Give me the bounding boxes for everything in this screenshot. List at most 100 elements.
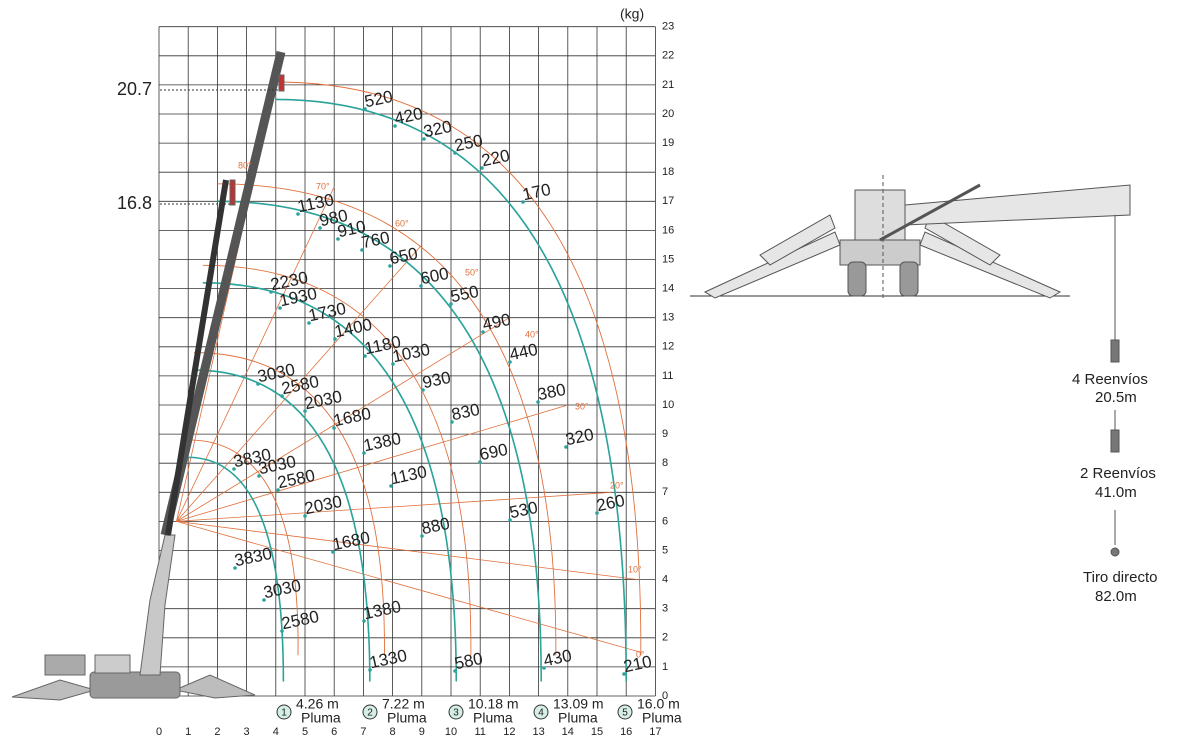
- envelope: [217, 183, 557, 656]
- load-point: [362, 619, 366, 623]
- y-tick-label: 7: [662, 486, 668, 498]
- y-tick-label: 4: [662, 574, 668, 586]
- load-point: [595, 511, 599, 515]
- load-point: [388, 264, 392, 268]
- load-label: 420: [393, 104, 425, 128]
- load-point: [449, 302, 453, 306]
- x-tick-label: 17: [649, 726, 661, 738]
- load-label: 1330: [368, 646, 409, 672]
- labels: 0 1 2 3 4 5 6 7 8 9 10 11 12 13 14 15 16 1701234567891011…: [156, 21, 682, 738]
- load-point: [478, 460, 482, 464]
- y-tick-label: 15: [662, 253, 674, 265]
- load-label: 320: [564, 425, 596, 449]
- boom-label: Pluma: [473, 710, 513, 726]
- y-tick-label: 12: [662, 341, 674, 353]
- boom-length: 13.09 m: [553, 696, 604, 712]
- y-tick-label: 21: [662, 79, 674, 91]
- x-tick-label: 8: [390, 726, 396, 738]
- load-point: [564, 445, 568, 449]
- x-tick-label: 13: [532, 726, 544, 738]
- load-point: [391, 362, 395, 366]
- load-label: 830: [450, 400, 482, 424]
- boom-arc: [194, 369, 371, 682]
- load-point: [280, 629, 284, 633]
- load-point: [421, 388, 425, 392]
- boom-length: 4.26 m: [296, 696, 339, 712]
- envelope: [188, 439, 299, 656]
- boom-label: Pluma: [558, 710, 598, 726]
- load-point: [307, 321, 311, 325]
- y-tick-label: 0: [662, 690, 668, 702]
- boom-number-circle: [276, 704, 292, 720]
- load-point: [362, 451, 366, 455]
- x-tick-label: 4: [273, 726, 279, 738]
- load-label: 260: [595, 491, 627, 515]
- y-tick-label: 5: [662, 544, 668, 556]
- hook-name: 2 Reenvíos: [1080, 465, 1156, 482]
- boom-number: 5: [622, 708, 628, 719]
- load-point: [393, 124, 397, 128]
- y-tick-label: 19: [662, 137, 674, 149]
- load-point: [363, 107, 367, 111]
- load-label: 170: [521, 180, 553, 204]
- x-tick-label: 2: [214, 726, 220, 738]
- angle-line: [176, 186, 335, 522]
- boom-number: 4: [538, 708, 544, 719]
- unit-label: (kg): [620, 6, 644, 22]
- x-tick-label: 0: [156, 726, 162, 738]
- load-point: [481, 330, 485, 334]
- load-label: 2030: [303, 492, 344, 518]
- load-label: 690: [478, 440, 510, 464]
- x-tick-label: 1: [185, 726, 191, 738]
- load-label: 1380: [362, 429, 403, 455]
- y-tick-label: 22: [662, 50, 674, 62]
- load-point: [368, 668, 372, 672]
- boom-number: 2: [367, 708, 373, 719]
- hook-value: 20.5m: [1095, 389, 1137, 406]
- load-label: 380: [536, 380, 568, 404]
- x-tick-label: 14: [562, 726, 574, 738]
- angle-label: 70°: [316, 181, 330, 191]
- angle-label: 60°: [395, 218, 409, 228]
- y-tick-label: 1: [662, 661, 668, 673]
- curves: [176, 81, 642, 682]
- boom-label: Pluma: [301, 710, 341, 726]
- y-tick-label: 8: [662, 457, 668, 469]
- load-point: [536, 400, 540, 404]
- load-point: [622, 672, 626, 676]
- x-tick-label: 10: [445, 726, 457, 738]
- boom-arc: [217, 200, 543, 682]
- y-tick-label: 13: [662, 312, 674, 324]
- load-point: [276, 488, 280, 492]
- crane-front: [690, 175, 1131, 557]
- hook-name: 4 Reenvíos: [1072, 371, 1148, 388]
- load-point: [269, 290, 273, 294]
- load-point: [453, 669, 457, 673]
- boom-number: 1: [281, 708, 287, 719]
- load-point: [360, 248, 364, 252]
- load-label: 550: [449, 282, 481, 306]
- y-tick-label: 3: [662, 603, 668, 615]
- load-point: [332, 426, 336, 430]
- load-label: 880: [420, 514, 452, 538]
- boom-label: Pluma: [387, 710, 427, 726]
- boom-number-circle: [362, 704, 378, 720]
- hook-value: 82.0m: [1095, 588, 1137, 605]
- load-point: [232, 467, 236, 471]
- angle-label: 40°: [525, 329, 539, 339]
- load-point: [296, 212, 300, 216]
- load-label: 600: [419, 264, 451, 288]
- load-label: 530: [508, 498, 540, 522]
- boom-number-circle: [448, 704, 464, 720]
- y-tick-label: 10: [662, 399, 674, 411]
- load-point: [542, 666, 546, 670]
- boom-number-circle: [533, 704, 549, 720]
- boom-number: 3: [453, 708, 459, 719]
- y-tick-label: 9: [662, 428, 668, 440]
- load-point: [521, 200, 525, 204]
- load-point: [363, 354, 367, 358]
- height-label: 16.8: [117, 193, 152, 213]
- boom-length: 10.18 m: [468, 696, 519, 712]
- x-tick-label: 9: [419, 726, 425, 738]
